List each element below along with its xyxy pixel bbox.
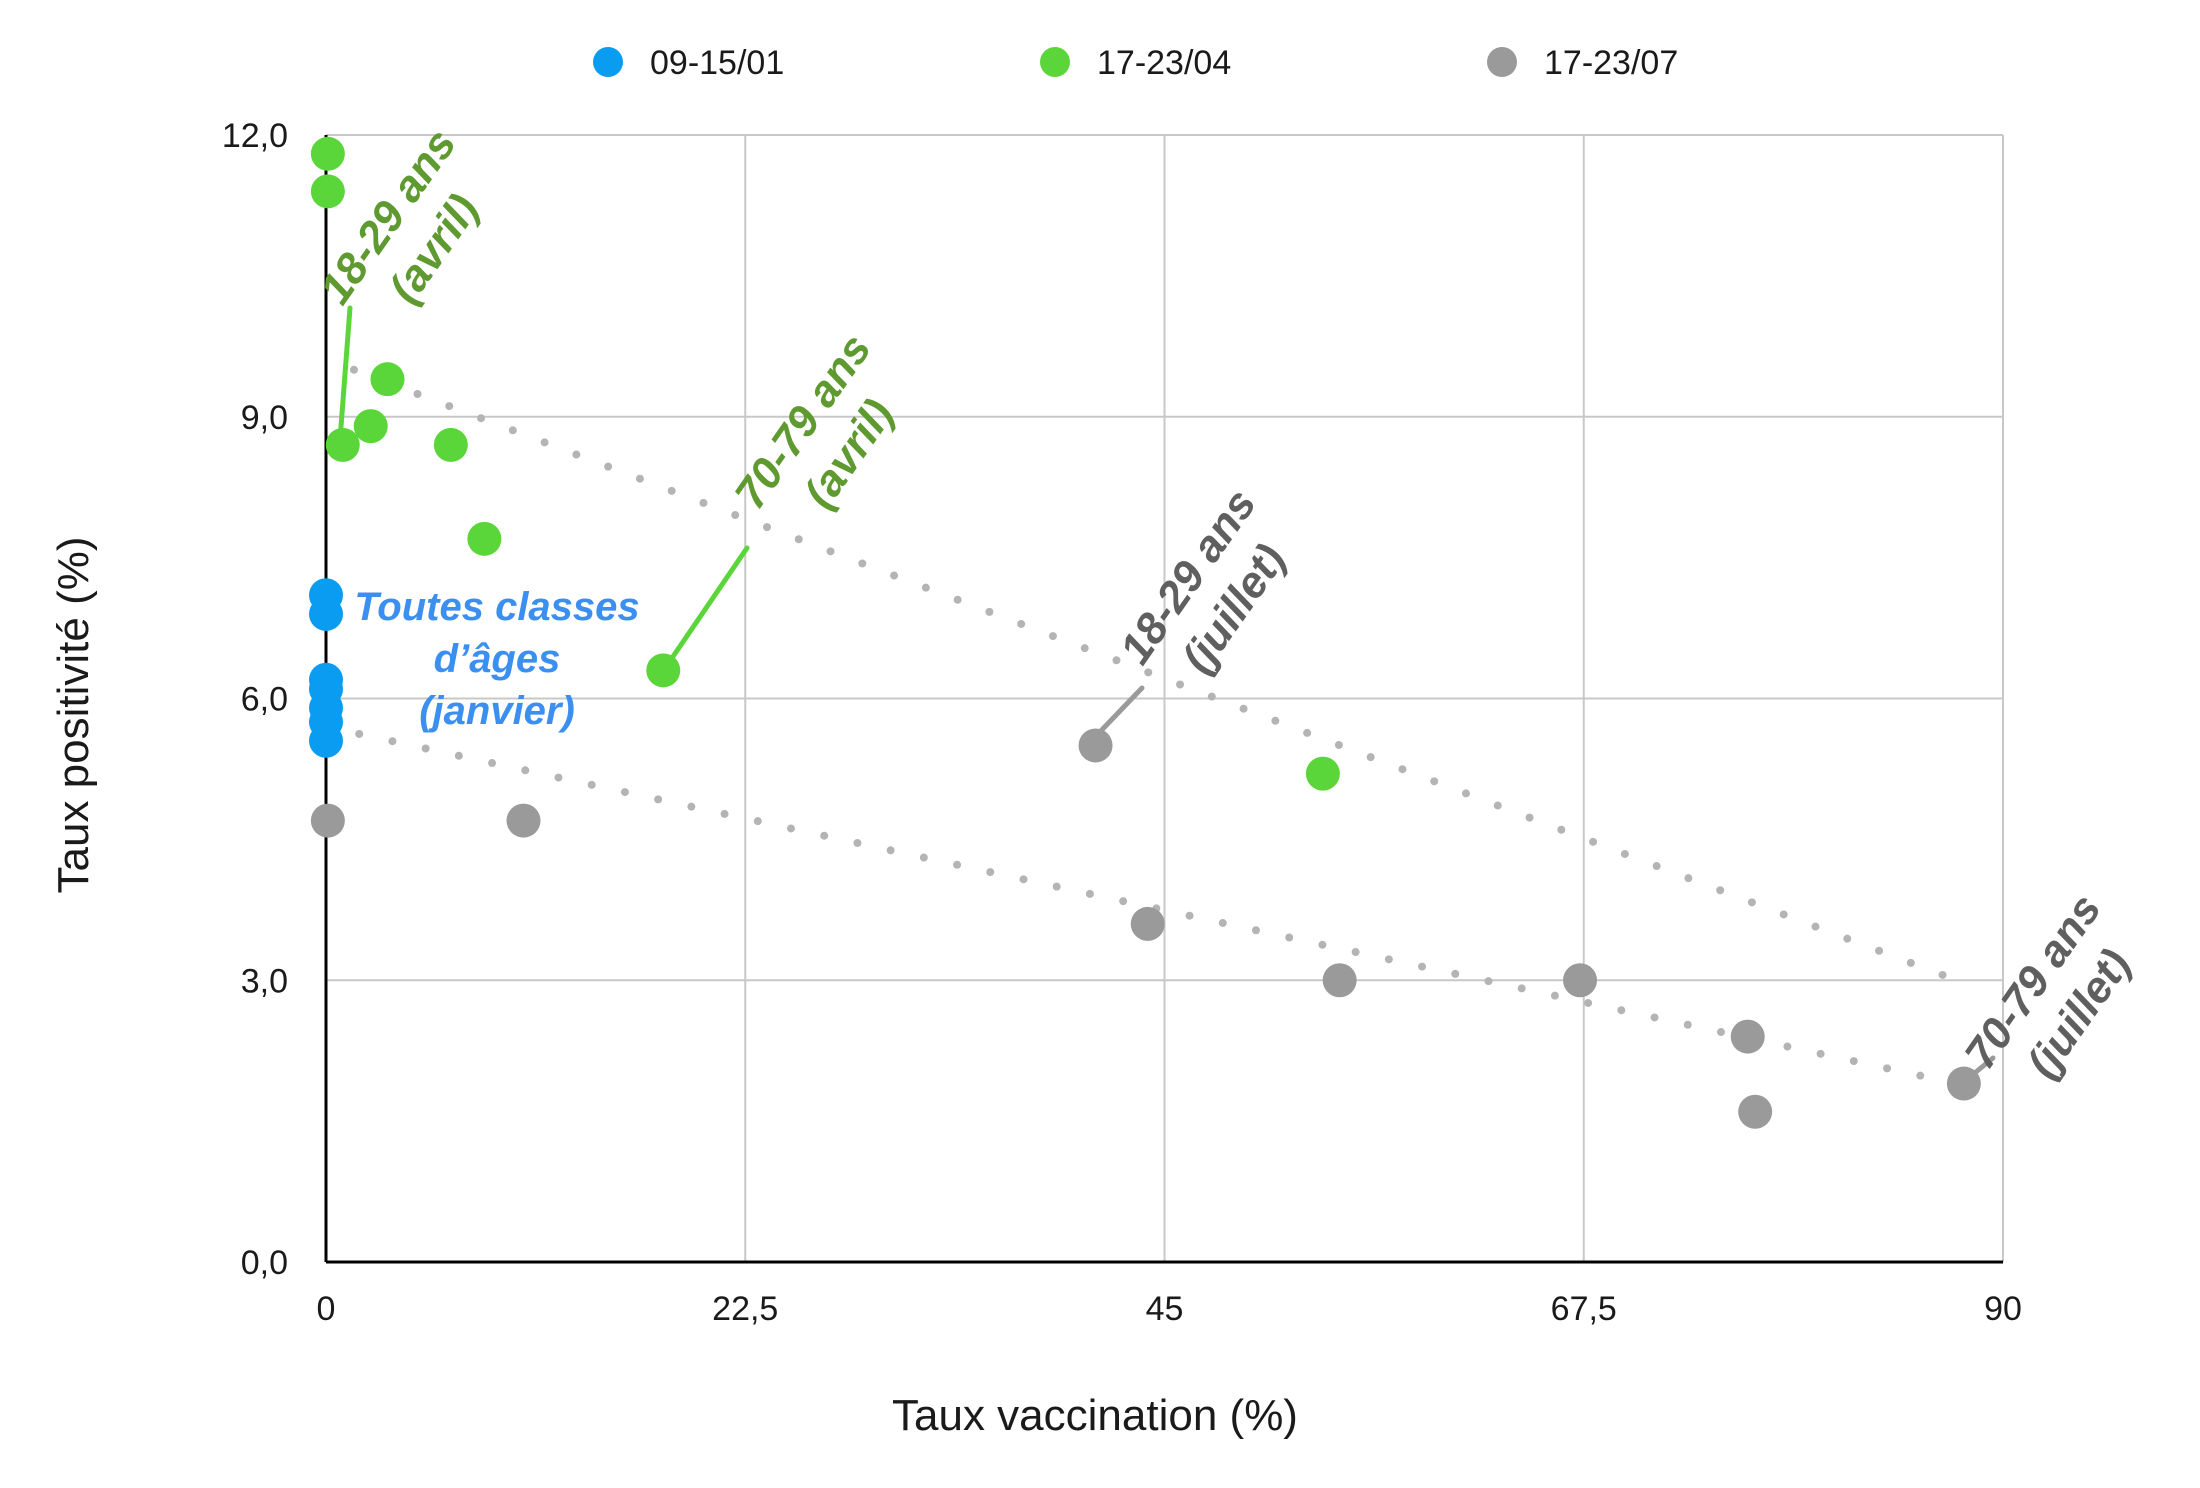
data-point — [1946, 1066, 1981, 1101]
trendline — [349, 365, 1961, 985]
annotation-line: (janvier) — [419, 689, 575, 733]
data-point — [370, 362, 405, 397]
y-axis-label: Taux positivité (%) — [49, 536, 98, 893]
data-point — [1322, 963, 1357, 998]
trendline — [322, 722, 1961, 1088]
data-point — [309, 596, 343, 631]
annotation-apr-70: 70-79 ans(avril) — [726, 325, 927, 550]
y-tick-label: 12,0 — [222, 117, 288, 155]
annotation-line: d’âges — [434, 637, 561, 681]
x-tick-label: 22,5 — [712, 1290, 778, 1328]
x-tick-label: 90 — [1984, 1290, 2022, 1328]
annotation-leader-lines — [337, 305, 1996, 1088]
annotation-jul-18: 18-29 ans(juillet) — [1111, 480, 1312, 705]
grid — [326, 134, 2004, 1262]
legend-marker — [1040, 47, 1070, 77]
legend-label: 17-23/07 — [1544, 44, 1678, 82]
data-point — [310, 174, 345, 209]
y-tick-label: 3,0 — [241, 962, 288, 1000]
legend-marker — [1487, 47, 1517, 77]
y-tick-label: 6,0 — [241, 681, 288, 719]
leader-line-apr-70 — [669, 545, 750, 661]
data-point — [310, 136, 345, 171]
annotation-jan: Toutes classes d’âges (janvier) — [354, 585, 639, 733]
annotations: Toutes classes d’âges (janvier)18-29 ans(a… — [311, 120, 2157, 1110]
x-tick-label: 67,5 — [1551, 1290, 1617, 1328]
axes: 0 22,5 45 67,5 90 0,0 3,0 6,0 9,0 12,0 — [222, 117, 2022, 1328]
legend-marker — [593, 47, 623, 77]
data-points — [309, 136, 1981, 1129]
trendlines — [322, 365, 1961, 1088]
data-point — [506, 803, 541, 838]
leader-line-apr-18 — [337, 305, 353, 443]
data-point — [433, 427, 468, 462]
legend: 09-15/01 17-23/04 17-23/07 — [593, 44, 1678, 82]
data-point — [1078, 728, 1113, 763]
data-point — [646, 653, 681, 688]
legend-label: 17-23/04 — [1097, 44, 1231, 82]
annotation-line: Toutes classes — [354, 585, 639, 629]
y-tick-label: 9,0 — [241, 399, 288, 437]
data-point — [1730, 1019, 1765, 1054]
legend-label: 09-15/01 — [650, 44, 784, 82]
data-point — [467, 521, 502, 556]
data-point — [310, 803, 345, 838]
annotation-jul-70: 70-79 ans(juillet) — [1956, 885, 2157, 1110]
x-tick-label: 0 — [317, 1290, 336, 1328]
y-tick-label: 0,0 — [241, 1244, 288, 1282]
data-point — [325, 427, 360, 462]
data-point — [1563, 963, 1598, 998]
x-axis-label: Taux vaccination (%) — [892, 1391, 1298, 1440]
leader-line-jul-18 — [1093, 685, 1145, 739]
data-point — [353, 409, 388, 444]
data-point — [1738, 1094, 1773, 1129]
data-point — [1305, 756, 1340, 791]
x-tick-label: 45 — [1146, 1290, 1184, 1328]
data-point — [1130, 906, 1165, 941]
data-point — [309, 723, 343, 758]
